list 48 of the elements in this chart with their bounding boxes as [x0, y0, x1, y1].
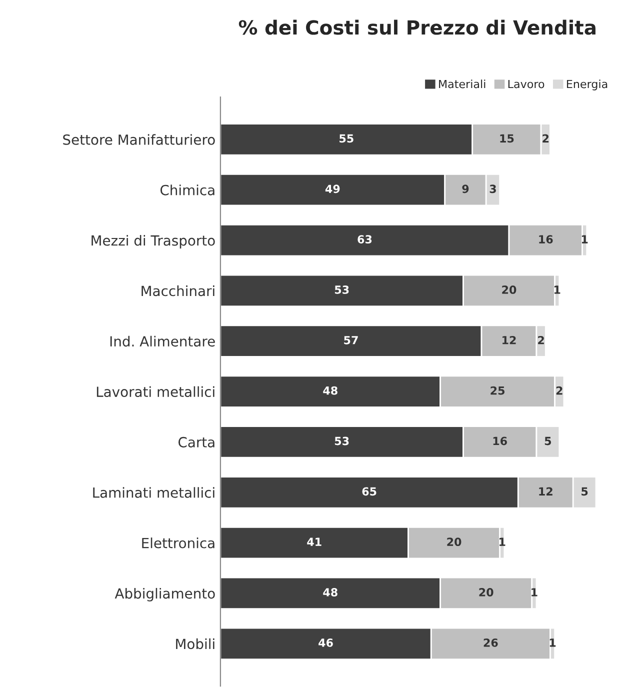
data-label: 20: [479, 588, 494, 596]
data-label: 12: [502, 336, 516, 344]
data-label: 1: [554, 286, 560, 294]
data-label: 48: [323, 386, 338, 395]
y-tick-label: Macchinari: [142, 285, 214, 296]
y-tick-label: Laminati metallici: [93, 487, 214, 498]
y-tick-label: Lavorati metallici: [96, 386, 214, 398]
data-label: 1: [500, 538, 506, 546]
data-label: 63: [358, 235, 372, 244]
data-label: 41: [307, 538, 322, 546]
legend-label: Energia: [566, 80, 608, 90]
y-tick-label: Chimica: [160, 184, 214, 196]
data-label: 65: [362, 487, 376, 496]
y-tick-label: Abbigliamento: [114, 588, 215, 602]
y-tick-label: Settore Manifatturiero: [63, 134, 215, 145]
data-label: 53: [334, 286, 349, 294]
y-tick-label: Mobili: [176, 638, 214, 650]
y-tick-label: Mezzi di Trasporto: [92, 234, 215, 248]
chart-title: % dei Costi sul Prezzo di Vendita: [238, 20, 596, 35]
data-label: 1: [550, 638, 556, 647]
legend-label: Lavoro: [508, 80, 544, 88]
data-label: 16: [539, 235, 553, 244]
data-label: 3: [490, 184, 496, 194]
y-tick-label: Carta: [178, 436, 214, 448]
data-label: 9: [462, 184, 469, 194]
data-label: 26: [484, 638, 498, 647]
data-label: 5: [582, 487, 588, 496]
data-label: 48: [323, 588, 338, 596]
data-label: 20: [502, 286, 516, 294]
data-label: 55: [340, 134, 354, 143]
data-label: 49: [325, 184, 340, 194]
data-label: 12: [539, 487, 552, 496]
legend-label: Materiali: [439, 80, 486, 88]
data-label: 2: [542, 134, 549, 142]
data-label: 57: [344, 336, 358, 344]
data-label: 46: [318, 638, 333, 647]
data-label: 20: [447, 538, 462, 546]
data-label: 5: [544, 436, 552, 446]
y-tick-label: Elettronica: [142, 538, 214, 548]
data-label: 2: [556, 386, 562, 395]
data-label: 16: [493, 436, 507, 446]
data-label: 25: [490, 386, 504, 395]
data-label: 53: [334, 436, 349, 446]
y-tick-label: Ind. Alimentare: [110, 336, 215, 347]
data-label: 1: [582, 235, 588, 244]
data-label: 2: [538, 336, 544, 344]
data-label: 1: [532, 588, 538, 596]
data-label: 15: [500, 134, 514, 143]
